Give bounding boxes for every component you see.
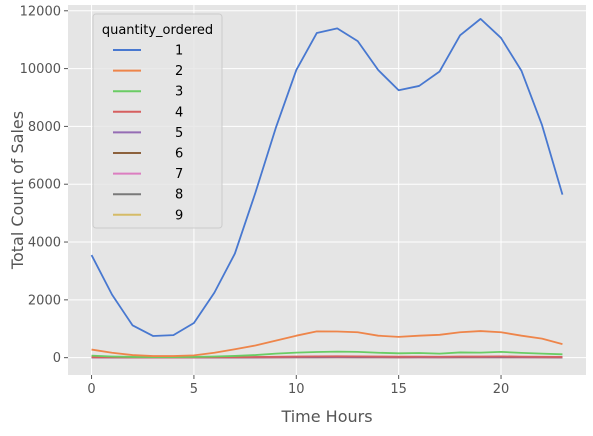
y-tick-label: 12000 [20, 4, 61, 19]
y-tick-label: 4000 [28, 236, 61, 251]
y-tick-label: 2000 [28, 293, 61, 308]
legend-label-5: 5 [175, 126, 183, 141]
y-axis-ticks: 0 2000 4000 6000 8000 10000 12000 [20, 4, 68, 366]
x-tick-label: 20 [493, 382, 510, 397]
y-tick-label: 10000 [20, 62, 61, 77]
legend-title: quantity_ordered [102, 23, 213, 38]
legend-label-7: 7 [175, 167, 183, 182]
legend-label-1: 1 [175, 44, 183, 59]
x-tick-label: 0 [87, 382, 95, 397]
legend-label-9: 9 [175, 208, 183, 223]
legend: quantity_ordered 1 2 3 4 5 6 7 8 9 [92, 13, 223, 229]
x-axis-label: Time Hours [280, 407, 372, 426]
series-line-1 [90, 17, 564, 337]
x-tick-label: 10 [288, 382, 305, 397]
legend-box [92, 13, 223, 229]
y-tick-label: 8000 [28, 120, 61, 135]
legend-label-8: 8 [175, 188, 183, 203]
x-axis-ticks: 0 5 10 15 20 [87, 375, 509, 397]
x-tick-label: 15 [390, 382, 407, 397]
legend-label-2: 2 [175, 64, 183, 79]
x-tick-label: 5 [190, 382, 198, 397]
series-line-2 [91, 330, 563, 357]
legend-items: 1 2 3 4 5 6 7 8 9 [113, 44, 183, 223]
legend-label-3: 3 [175, 85, 183, 100]
y-tick-label: 0 [53, 351, 61, 366]
series-lines [90, 17, 564, 359]
legend-label-6: 6 [175, 147, 183, 162]
y-axis-label: Total Count of Sales [8, 111, 27, 270]
series-line-3 [91, 350, 563, 358]
y-tick-label: 6000 [28, 178, 61, 193]
legend-label-4: 4 [175, 105, 183, 120]
